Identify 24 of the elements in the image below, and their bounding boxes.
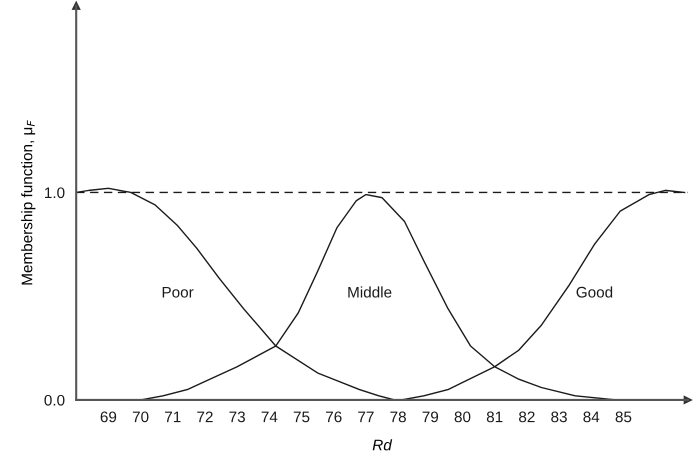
y-tick-label: 1.0: [45, 187, 64, 198]
series-label: Good: [576, 286, 612, 298]
text: Middle: [348, 286, 392, 298]
x-tick-label: 80: [454, 411, 470, 422]
x-tick-label: 69: [100, 411, 116, 422]
x-tick-label: 70: [132, 411, 148, 422]
x-tick-label: 83: [551, 411, 567, 422]
series-label: Poor: [162, 286, 194, 298]
y-tick-label: 0.0: [44, 394, 64, 406]
x-tick-label: 77: [358, 412, 374, 422]
x-tick-label: 75: [294, 412, 310, 422]
x-tick-label: 79: [422, 411, 438, 422]
x-tick-label: 73: [229, 411, 245, 422]
x-tick-label: 85: [616, 411, 632, 422]
x-tick-label: 78: [390, 411, 406, 422]
x-tick-label: 81: [486, 411, 502, 422]
x-tick-label: 76: [326, 411, 342, 422]
x-tick-label: 84: [583, 411, 600, 422]
x-tick-label: 72: [197, 411, 213, 422]
x-axis-title: Rd: [372, 439, 392, 450]
x-tick-label: 74: [262, 412, 278, 422]
x-tick-label: 71: [165, 412, 181, 422]
y-axis-title: Membership function, μ$_{F}$: [21, 120, 36, 285]
x-tick-label: 82: [519, 411, 535, 422]
